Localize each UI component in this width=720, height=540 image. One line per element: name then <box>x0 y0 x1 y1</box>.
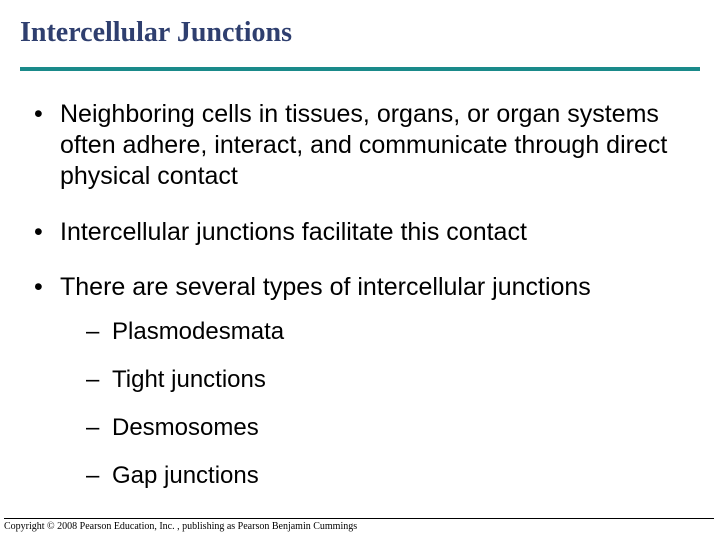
copyright-text: Copyright © 2008 Pearson Education, Inc.… <box>4 518 714 532</box>
sub-bullet-text: Desmosomes <box>112 414 259 441</box>
sub-bullet-list: Plasmodesmata Tight junctions Desmosomes… <box>60 317 700 491</box>
slide-title: Intercellular Junctions <box>20 18 700 49</box>
bullet-text: There are several types of intercellular… <box>60 273 591 301</box>
bullet-text: Intercellular junctions facilitate this … <box>60 218 527 246</box>
sub-bullet-item: Plasmodesmata <box>82 317 700 347</box>
slide: Intercellular Junctions Neighboring cell… <box>0 0 720 540</box>
bullet-item: Neighboring cells in tissues, organs, or… <box>32 99 700 193</box>
sub-bullet-item: Tight junctions <box>82 365 700 395</box>
bullet-list: Neighboring cells in tissues, organs, or… <box>20 99 700 491</box>
sub-bullet-text: Plasmodesmata <box>112 318 284 345</box>
bullet-text: Neighboring cells in tissues, organs, or… <box>60 100 667 191</box>
title-rule <box>20 67 700 71</box>
bullet-item: Intercellular junctions facilitate this … <box>32 217 700 248</box>
sub-bullet-item: Gap junctions <box>82 461 700 491</box>
sub-bullet-text: Tight junctions <box>112 366 266 393</box>
sub-bullet-text: Gap junctions <box>112 462 259 489</box>
sub-bullet-item: Desmosomes <box>82 413 700 443</box>
bullet-item: There are several types of intercellular… <box>32 272 700 491</box>
